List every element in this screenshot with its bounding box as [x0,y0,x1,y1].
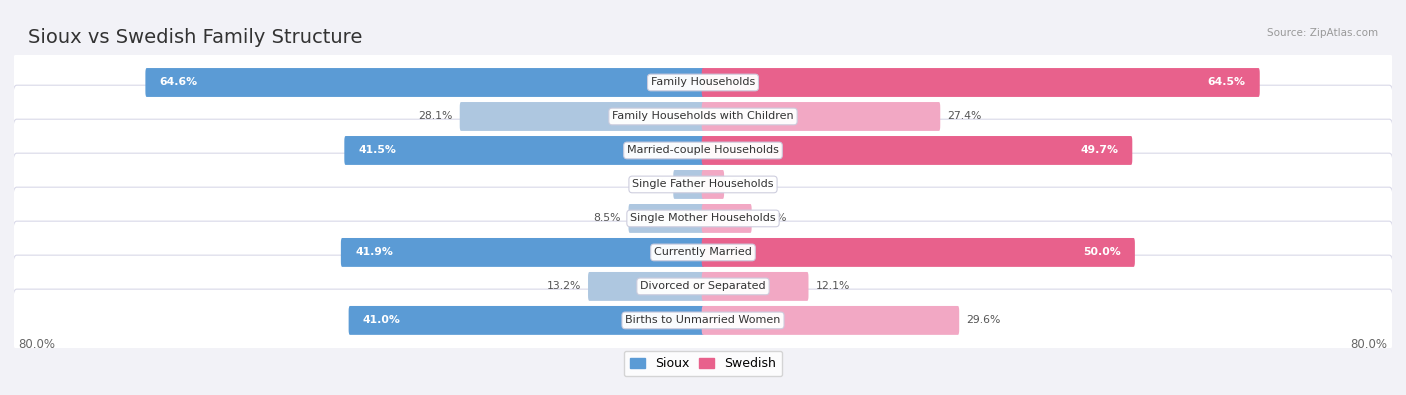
Text: 80.0%: 80.0% [18,339,55,352]
FancyBboxPatch shape [13,51,1393,114]
Text: 64.5%: 64.5% [1208,77,1246,87]
FancyBboxPatch shape [13,119,1393,182]
Text: 8.5%: 8.5% [593,213,621,224]
FancyBboxPatch shape [349,306,704,335]
Text: Sioux vs Swedish Family Structure: Sioux vs Swedish Family Structure [28,28,363,47]
Text: 41.0%: 41.0% [363,316,401,325]
FancyBboxPatch shape [628,204,704,233]
FancyBboxPatch shape [13,255,1393,318]
Text: Single Father Households: Single Father Households [633,179,773,190]
FancyBboxPatch shape [673,170,704,199]
FancyBboxPatch shape [702,68,1260,97]
FancyBboxPatch shape [702,238,1135,267]
Text: Single Mother Households: Single Mother Households [630,213,776,224]
Text: Births to Unmarried Women: Births to Unmarried Women [626,316,780,325]
Legend: Sioux, Swedish: Sioux, Swedish [624,351,782,376]
FancyBboxPatch shape [13,289,1393,352]
FancyBboxPatch shape [145,68,704,97]
Text: 64.6%: 64.6% [160,77,198,87]
FancyBboxPatch shape [13,187,1393,250]
Text: 80.0%: 80.0% [1351,339,1388,352]
Text: 2.3%: 2.3% [731,179,759,190]
FancyBboxPatch shape [702,306,959,335]
FancyBboxPatch shape [340,238,704,267]
FancyBboxPatch shape [344,136,704,165]
Text: 27.4%: 27.4% [948,111,981,122]
Text: 41.5%: 41.5% [359,145,396,156]
FancyBboxPatch shape [460,102,704,131]
FancyBboxPatch shape [702,136,1132,165]
Text: Source: ZipAtlas.com: Source: ZipAtlas.com [1267,28,1378,38]
Text: 13.2%: 13.2% [547,281,581,292]
Text: 28.1%: 28.1% [418,111,453,122]
Text: 50.0%: 50.0% [1083,247,1121,258]
FancyBboxPatch shape [13,153,1393,216]
FancyBboxPatch shape [702,102,941,131]
Text: 3.3%: 3.3% [638,179,666,190]
Text: 41.9%: 41.9% [356,247,392,258]
Text: 5.5%: 5.5% [759,213,786,224]
FancyBboxPatch shape [702,170,724,199]
Text: 12.1%: 12.1% [815,281,851,292]
FancyBboxPatch shape [13,85,1393,148]
Text: Currently Married: Currently Married [654,247,752,258]
FancyBboxPatch shape [13,221,1393,284]
Text: 49.7%: 49.7% [1080,145,1118,156]
Text: Married-couple Households: Married-couple Households [627,145,779,156]
FancyBboxPatch shape [702,272,808,301]
Text: Family Households: Family Households [651,77,755,87]
FancyBboxPatch shape [702,204,752,233]
Text: Family Households with Children: Family Households with Children [612,111,794,122]
FancyBboxPatch shape [588,272,704,301]
Text: Divorced or Separated: Divorced or Separated [640,281,766,292]
Text: 29.6%: 29.6% [966,316,1001,325]
